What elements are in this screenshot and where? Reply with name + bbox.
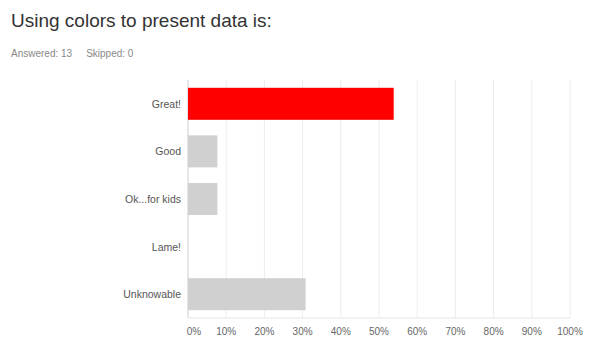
annotation: Answered: 13 [11,48,73,59]
tick-label: 50% [369,326,389,337]
grid-line [531,80,532,318]
tick-label: 20% [254,326,274,337]
annotation: Skipped: 0 [86,48,134,59]
tick-label: 0% [187,326,202,337]
bar [188,278,306,310]
title: Using colors to present data is: [11,10,272,31]
category-label: Lame! [152,241,181,253]
tick-label: 80% [484,326,504,337]
tick-label: 30% [293,326,313,337]
grid-line [417,80,418,318]
tick-label: 70% [445,326,465,337]
category-label: Great! [152,98,181,110]
grid-line [570,80,571,318]
tick-label: 60% [407,326,427,337]
bar [188,183,217,215]
tick-label: 10% [216,326,236,337]
grid-line [455,80,456,318]
bar [188,135,217,167]
bar [188,88,394,120]
tick-label: 40% [331,326,351,337]
category-label: Good [155,145,181,157]
x-axis-line [188,318,570,319]
category-label: Unknowable [123,288,181,300]
chart: Using colors to present data is: Answered… [0,0,599,343]
tick-label: 100% [557,326,583,337]
bar [188,231,189,263]
category-label: Ok...for kids [125,193,181,205]
bars [188,88,394,310]
grid-line [493,80,494,318]
tick-label: 90% [522,326,542,337]
